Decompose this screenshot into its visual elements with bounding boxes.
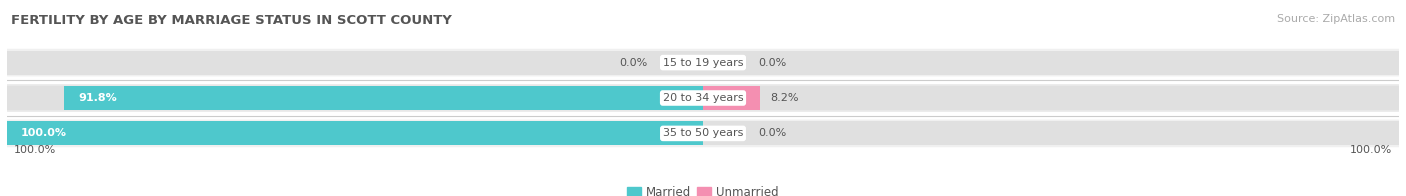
Text: 20 to 34 years: 20 to 34 years: [662, 93, 744, 103]
Bar: [65, 86, 703, 110]
Text: 91.8%: 91.8%: [77, 93, 117, 103]
Text: FERTILITY BY AGE BY MARRIAGE STATUS IN SCOTT COUNTY: FERTILITY BY AGE BY MARRIAGE STATUS IN S…: [11, 14, 453, 27]
Legend: Married, Unmarried: Married, Unmarried: [623, 182, 783, 196]
Bar: [7, 86, 1399, 110]
Text: 0.0%: 0.0%: [759, 128, 787, 138]
Text: 35 to 50 years: 35 to 50 years: [662, 128, 744, 138]
Text: 15 to 19 years: 15 to 19 years: [662, 58, 744, 68]
Text: 100.0%: 100.0%: [1350, 145, 1392, 155]
Bar: [7, 51, 1399, 75]
Text: 100.0%: 100.0%: [14, 145, 56, 155]
Text: Source: ZipAtlas.com: Source: ZipAtlas.com: [1277, 14, 1395, 24]
FancyBboxPatch shape: [7, 120, 1399, 147]
Bar: [7, 121, 703, 145]
Text: 8.2%: 8.2%: [770, 93, 799, 103]
Text: 0.0%: 0.0%: [619, 58, 647, 68]
Bar: [7, 121, 1399, 145]
FancyBboxPatch shape: [7, 49, 1399, 76]
FancyBboxPatch shape: [7, 84, 1399, 112]
Bar: [703, 86, 761, 110]
Text: 100.0%: 100.0%: [21, 128, 67, 138]
Text: 0.0%: 0.0%: [759, 58, 787, 68]
